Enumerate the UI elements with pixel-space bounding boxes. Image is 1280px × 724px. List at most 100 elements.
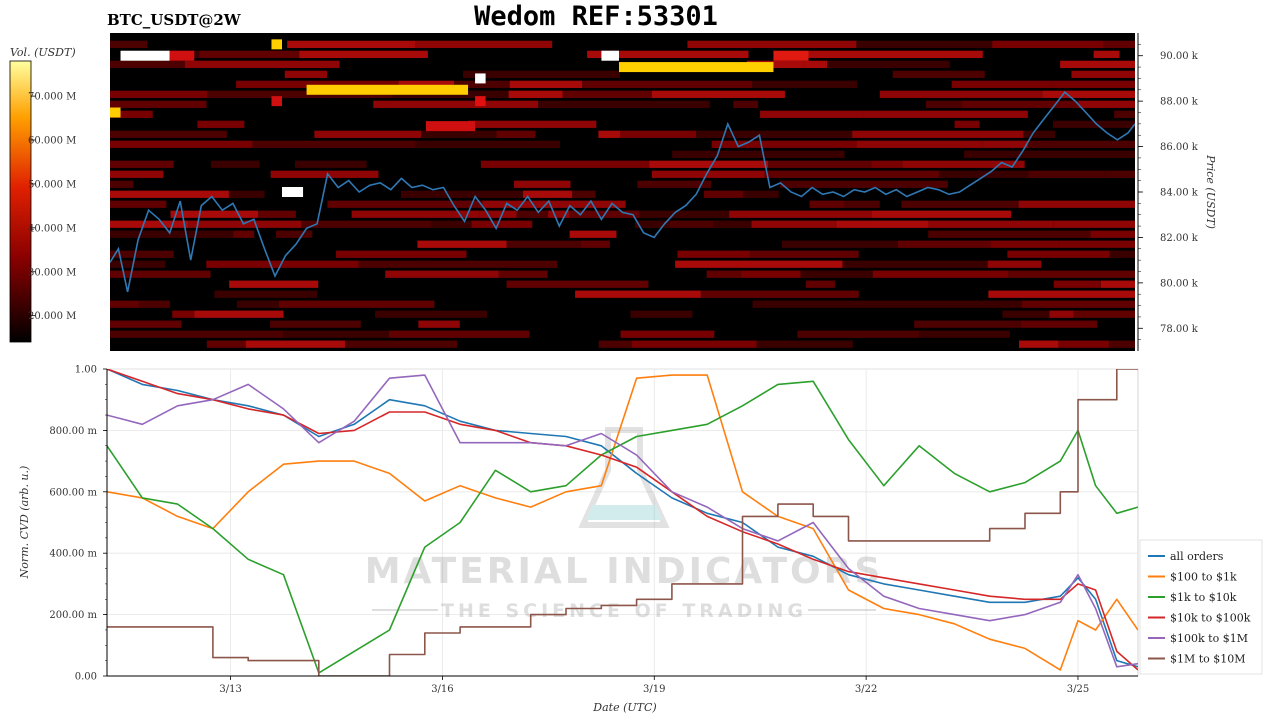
legend-entry: $100k to $1M	[1170, 632, 1248, 645]
heatmap-cell	[482, 200, 626, 208]
legend-entry: $1M to $10M	[1170, 653, 1246, 666]
heatmap-cell	[454, 80, 510, 88]
heatmap-cell	[562, 90, 652, 98]
heatmap-cell	[919, 330, 1010, 338]
heatmap-cell	[619, 130, 697, 138]
heatmap-cell	[963, 150, 1135, 158]
heatmap-cell	[400, 190, 523, 198]
heatmap-hot-cell	[618, 62, 774, 73]
heatmap-cell	[639, 210, 730, 218]
heatmap-cell	[677, 250, 751, 258]
colorbar-tick-label: 50.000 M	[28, 179, 76, 190]
heatmap-cell	[951, 80, 1053, 88]
heatmap-cell	[229, 280, 319, 288]
legend-entry: $1k to $10k	[1170, 591, 1237, 604]
heatmap-cell	[827, 60, 950, 68]
heatmap-cell	[197, 120, 245, 128]
heatmap-cell	[711, 140, 857, 148]
heatmap-hot-cell	[282, 187, 304, 197]
heatmap-cell	[1023, 130, 1056, 138]
price-line	[110, 90, 1135, 293]
colorbar-label: Vol. (USDT)	[10, 46, 76, 59]
heatmap-cell	[992, 40, 1104, 48]
heatmap-cell	[990, 240, 1060, 248]
heatmap-cell	[207, 90, 333, 98]
heatmap-cell	[1020, 320, 1098, 328]
heatmap-hot-cell	[271, 96, 283, 107]
price-axis-label: Price (USDT)	[1204, 154, 1217, 229]
heatmap-cell	[375, 310, 487, 318]
heatmap-cell	[987, 260, 1042, 268]
heatmap-cell	[752, 300, 815, 308]
heatmap-cell	[388, 330, 530, 338]
heatmap-cell	[385, 270, 499, 278]
heatmap-cell	[982, 140, 1028, 148]
chart-title: Wedom REF:53301	[474, 1, 718, 32]
heatmap-cell	[110, 90, 208, 98]
heatmap-hot-cell	[425, 121, 476, 132]
heatmap-cell	[498, 270, 548, 278]
heatmap-cell	[1103, 40, 1135, 48]
series-line-s100-1k	[107, 374, 1138, 671]
heatmap-hot-cell	[601, 50, 619, 61]
x-axis-label: Date (UTC)	[592, 701, 656, 714]
heatmap-cell	[1073, 310, 1135, 318]
heatmap-cell	[479, 210, 517, 218]
heatmap-cell	[637, 180, 711, 188]
heatmap-cell	[210, 160, 260, 168]
flask-icon	[578, 427, 670, 528]
heatmap-cell	[675, 260, 843, 268]
heatmap-cell	[836, 220, 929, 228]
legend-box	[1139, 539, 1263, 675]
heatmap-cell	[1093, 50, 1120, 58]
heatmap-cell	[284, 70, 328, 78]
heatmap-cell	[1053, 220, 1135, 228]
heatmap-cell	[928, 230, 1091, 238]
heatmap-hot-cell	[110, 107, 121, 118]
heatmap-cell	[928, 220, 1054, 228]
heatmap-cell	[471, 220, 533, 228]
heatmap-cell	[110, 270, 211, 278]
heatmap-cell	[634, 220, 670, 228]
heatmap-hot-cell	[169, 50, 195, 61]
heatmap-cell	[750, 250, 859, 258]
heatmap-cell	[351, 210, 480, 218]
heatmap-cell	[270, 320, 361, 328]
heatmap-cell	[194, 310, 284, 318]
y-tick-label: 0.00	[75, 672, 97, 683]
heatmap-cell	[1109, 250, 1135, 258]
heatmap-cell	[110, 130, 227, 138]
heatmap-cell	[110, 180, 134, 188]
heatmap-cell	[110, 230, 234, 238]
heatmap-hot-cell	[773, 50, 809, 61]
heatmap-cell	[398, 80, 455, 88]
heatmap-cell	[972, 300, 1022, 308]
heatmap-cell	[199, 50, 300, 58]
heatmap-cell	[863, 110, 1028, 118]
heatmap-cell	[852, 130, 1024, 138]
heatmap-cell	[1018, 340, 1059, 348]
heatmap-cell	[631, 340, 757, 348]
heatmap-cell	[1053, 280, 1101, 288]
heatmap-cell	[516, 210, 549, 218]
heatmap-cell	[170, 210, 259, 218]
heatmap-cell	[740, 270, 801, 278]
heatmap-cell	[110, 320, 182, 328]
heatmap-cell	[1052, 80, 1135, 88]
colorbar-tick-label: 60.000 M	[28, 136, 76, 147]
heatmap-cell	[172, 310, 195, 318]
heatmap-cell	[506, 280, 649, 288]
y-tick-label: 800.00 m	[49, 426, 97, 437]
heatmap-cell	[1104, 170, 1135, 178]
heatmap-cell	[814, 300, 973, 308]
heatmap-cell	[729, 210, 872, 218]
heatmap-cell	[506, 240, 581, 248]
heatmap-cell	[672, 150, 845, 158]
heatmap-cell	[279, 300, 397, 308]
price-tick-label: 86.00 k	[1160, 142, 1199, 153]
heatmap-cell	[327, 200, 483, 208]
heatmap-cell	[842, 260, 988, 268]
heatmap-cell	[415, 40, 553, 48]
x-tick-label: 3/13	[219, 684, 241, 695]
heatmap-cell	[110, 330, 284, 338]
